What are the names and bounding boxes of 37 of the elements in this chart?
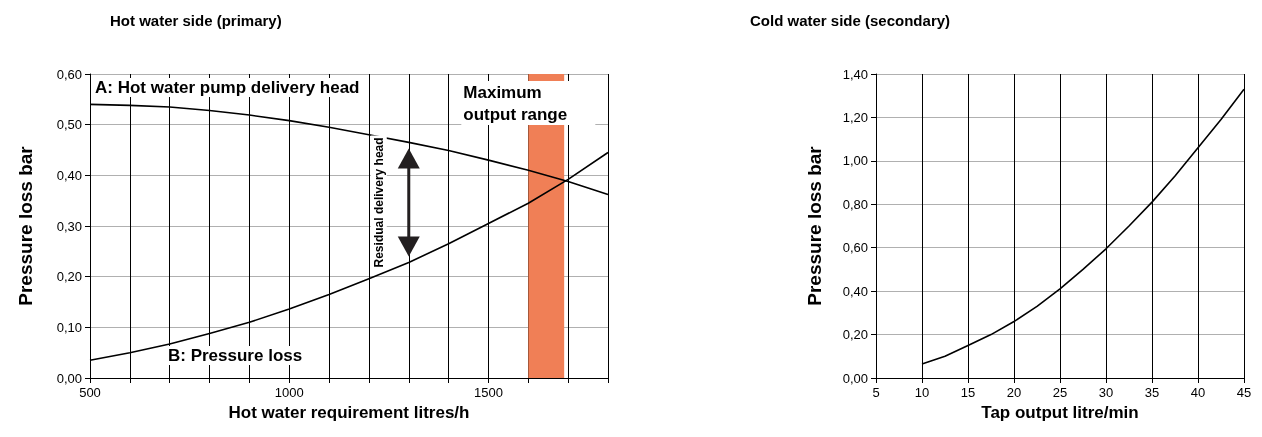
y-tick-label: 0,10 (56, 319, 82, 335)
annotation: Residual delivery head (371, 137, 386, 268)
x-axis-title: Tap output litre/min (981, 403, 1139, 422)
y-tick-label: 1,20 (842, 109, 868, 125)
x-tick-label: 45 (1236, 385, 1252, 400)
y-tick-label: 0,60 (56, 66, 82, 82)
y-tick-label: 0,40 (56, 167, 82, 183)
x-tick-label: 35 (1144, 385, 1160, 400)
y-tick-label: 0,00 (842, 370, 868, 386)
x-tick-label: 40 (1190, 385, 1206, 400)
y-tick-label: 0,30 (56, 218, 82, 234)
y-tick-label: 0,00 (56, 370, 82, 386)
x-tick-label: 20 (1006, 385, 1022, 400)
x-tick-label: 1000 (274, 385, 304, 400)
series-label: A: Hot water pump delivery head (95, 78, 360, 97)
y-tick-label: 0,80 (842, 196, 868, 212)
x-tick-label: 25 (1052, 385, 1068, 400)
y-tick-label: 1,00 (842, 153, 868, 169)
y-tick-label: 0,20 (842, 327, 868, 343)
x-tick-label: 5 (872, 385, 880, 400)
y-tick-label: 0,20 (56, 269, 82, 285)
x-tick-label: 1500 (474, 385, 503, 400)
x-tick-label: 30 (1098, 385, 1114, 400)
series-label: B: Pressure loss (168, 346, 303, 365)
chart-title: Cold water side (secondary) (750, 12, 951, 29)
band-label: Maximum output range (463, 82, 568, 124)
x-axis-title: Hot water requirement litres/h (228, 403, 470, 422)
y-tick-label: 0,40 (842, 283, 868, 299)
y-axis-title: Pressure loss bar (804, 145, 825, 306)
x-tick-label: 10 (914, 385, 930, 400)
y-axis-title: Pressure loss bar (15, 145, 36, 306)
chart-title: Hot water side (primary) (110, 12, 282, 29)
y-tick-label: 0,60 (842, 240, 868, 256)
x-tick-label: 500 (79, 385, 101, 400)
y-tick-label: 1,40 (842, 66, 868, 82)
x-tick-label: 15 (960, 385, 976, 400)
y-tick-label: 0,50 (56, 117, 82, 133)
